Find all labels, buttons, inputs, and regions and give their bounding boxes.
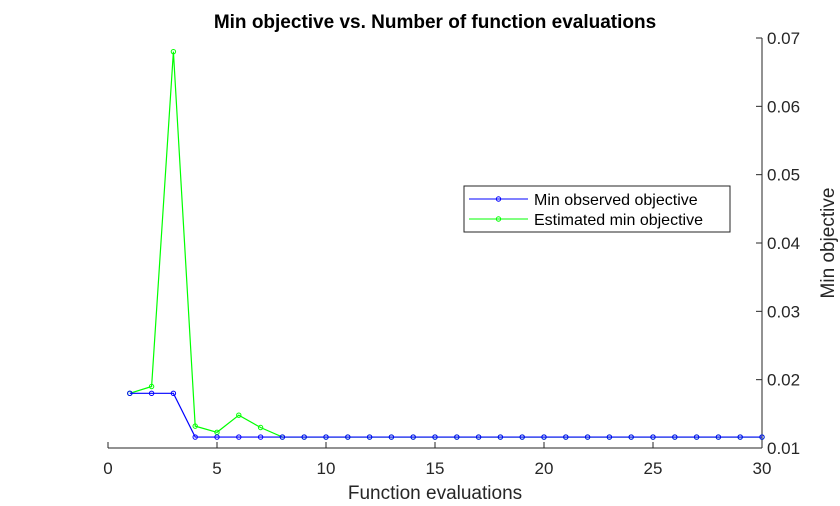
data-point — [192, 434, 198, 440]
data-point — [454, 434, 460, 440]
legend-box — [463, 185, 731, 233]
chart-title: Min objective vs. Number of function eva… — [214, 12, 656, 33]
data-point — [170, 390, 177, 397]
data-point — [170, 48, 177, 55]
series-1 — [127, 48, 765, 440]
x-ticks: 0 5 10 15 20 25 30 — [103, 442, 771, 478]
data-point — [214, 434, 220, 440]
data-point — [236, 434, 242, 440]
data-point — [345, 434, 351, 440]
y-tick-label: 0.03 — [767, 302, 800, 321]
series-0 — [127, 390, 765, 440]
data-point — [563, 434, 569, 440]
data-point — [584, 434, 591, 440]
x-tick-label: 25 — [644, 459, 663, 478]
x-tick-label: 20 — [535, 459, 554, 478]
x-tick-label: 0 — [103, 459, 112, 478]
data-point — [759, 434, 765, 440]
y-tick-label: 0.01 — [767, 439, 800, 458]
y-axis: 0.01 0.02 0.03 0.04 0.05 0.06 0.07 Min objecti… — [756, 29, 839, 458]
x-axis-title: Function evaluations — [348, 483, 522, 504]
data-point — [192, 423, 198, 429]
data-point — [432, 434, 438, 440]
data-point — [127, 390, 133, 397]
data-point — [148, 383, 155, 390]
legend: Min observed objective Estimated min obj… — [463, 185, 731, 233]
data-point — [366, 434, 373, 440]
data-point — [410, 434, 416, 440]
data-point — [475, 434, 482, 440]
y-tick-label: 0.07 — [767, 29, 800, 48]
y-tick-label: 0.04 — [767, 234, 800, 253]
series-line — [129, 392, 762, 438]
legend-marker-estimated-min — [495, 216, 502, 222]
y-tick-label: 0.02 — [767, 371, 800, 390]
x-tick-label: 10 — [317, 459, 336, 478]
x-tick-label: 30 — [753, 459, 772, 478]
data-point — [628, 434, 634, 440]
y-tick-label: 0.06 — [767, 97, 800, 116]
data-point — [737, 434, 743, 440]
data-point — [388, 434, 395, 440]
data-point — [693, 434, 700, 440]
legend-label-min-observed: Min observed objective — [534, 192, 698, 209]
data-point — [606, 434, 613, 440]
x-tick-label: 5 — [212, 459, 221, 478]
data-point — [148, 390, 155, 397]
data-point — [672, 434, 678, 440]
data-point — [301, 434, 307, 440]
data-point — [323, 434, 329, 440]
series-line — [129, 51, 762, 438]
data-point — [519, 434, 525, 440]
y-axis-title: Min objective — [818, 188, 839, 299]
data-point — [257, 424, 264, 431]
legend-entry-min-observed: Min observed objective — [469, 192, 698, 209]
plot-area — [127, 48, 765, 440]
legend-label-estimated-min: Estimated min objective — [534, 212, 703, 229]
y-tick-label: 0.05 — [767, 166, 800, 185]
data-point — [279, 434, 286, 440]
legend-marker-min-observed — [495, 196, 502, 202]
data-point — [257, 434, 264, 440]
x-axis: 0 5 10 15 20 25 30 Function evaluations — [103, 442, 771, 504]
data-point — [236, 412, 242, 418]
x-tick-label: 15 — [426, 459, 445, 478]
legend-entry-estimated-min: Estimated min objective — [469, 212, 703, 229]
y-ticks: 0.01 0.02 0.03 0.04 0.05 0.06 0.07 — [756, 29, 800, 458]
data-point — [715, 434, 722, 440]
data-point — [650, 434, 656, 440]
data-point — [541, 434, 547, 440]
data-point — [497, 434, 504, 440]
